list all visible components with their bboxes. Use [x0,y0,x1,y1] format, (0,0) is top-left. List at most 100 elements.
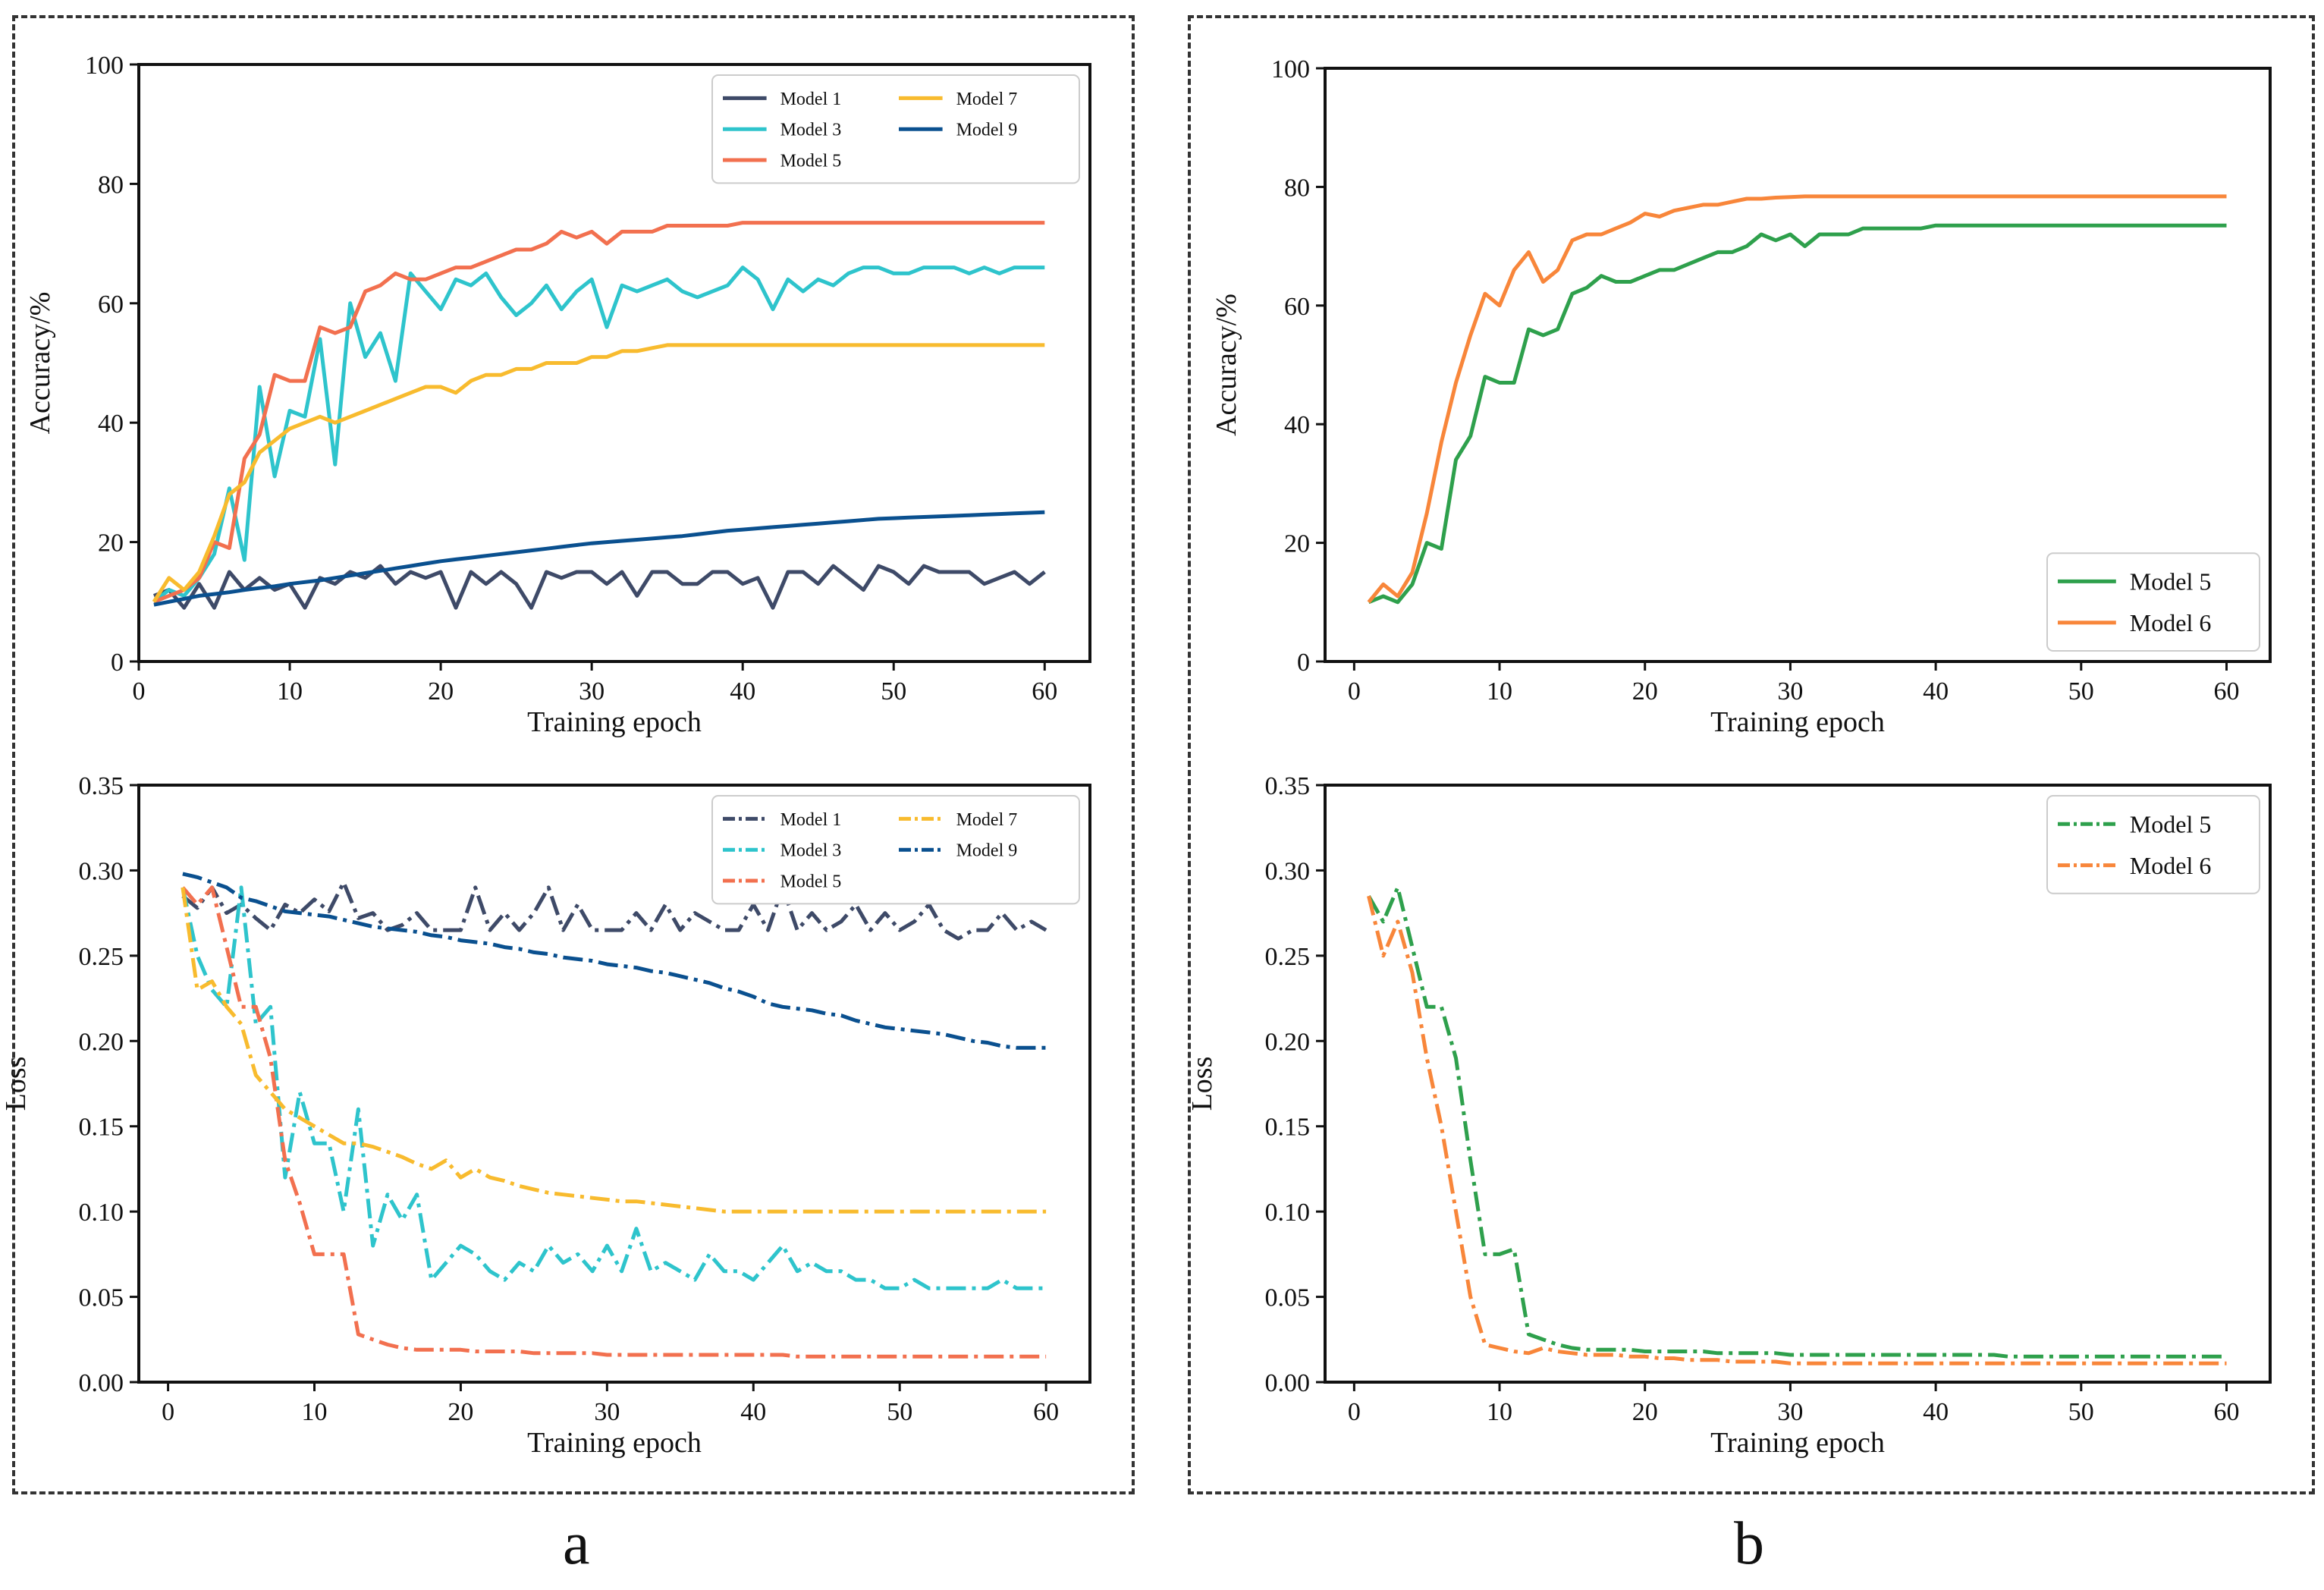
y-tick-label: 0.20 [1265,1028,1311,1056]
y-tick-label: 40 [1284,411,1310,439]
series-line-model-7 [152,343,1045,603]
x-tick-label: 30 [1777,677,1803,705]
series-line-model-6 [1367,895,2227,1365]
x-tick-label: 40 [1923,1398,1949,1426]
y-tick-label: 0.10 [79,1199,124,1227]
series-line-model-6 [1367,194,2227,604]
x-axis-label: Training epoch [527,1427,702,1459]
legend-entry: Model 3 [780,121,842,140]
y-tick-label: 20 [1284,530,1310,558]
x-tick-label: 50 [2068,677,2094,705]
y-tick-label: 0.30 [1265,857,1311,885]
x-tick-label: 0 [1348,1398,1361,1426]
x-tick-label: 0 [1348,677,1361,705]
x-tick-label: 60 [2213,1398,2239,1426]
legend-entry: Model 1 [780,810,842,830]
y-tick-label: 0 [1297,649,1310,677]
legend-entry: Model 6 [2130,609,2212,636]
legend: Model 1 Model 3 Model 5 Model 7 Model 9 [711,795,1080,905]
y-tick-label: 0 [111,649,124,677]
panel-label-a: a [563,1510,590,1577]
series-line-model-1 [181,880,1047,941]
x-tick-label: 0 [162,1398,174,1426]
series-line-model-7 [181,887,1047,1214]
legend: Model 5 Model 6 [2046,795,2260,894]
legend-entry: Model 9 [956,121,1018,140]
plot-frame [1324,784,2272,1384]
series-line-model-3 [181,885,1047,1290]
x-tick-label: 40 [730,677,755,705]
y-tick-label: 0.25 [1265,943,1311,971]
x-tick-label: 40 [1923,677,1949,705]
legend-entry: Model 5 [780,872,842,891]
x-axis-label: Training epoch [1710,1427,1885,1459]
x-tick-label: 60 [2213,677,2239,705]
legend-entry: Model 9 [956,841,1018,861]
series-line-model-5 [1367,885,2227,1359]
plot-frame [1324,67,2272,663]
legend-entry: Model 1 [780,90,842,109]
x-tick-label: 50 [887,1398,912,1426]
x-tick-label: 60 [1033,1398,1059,1426]
plot-frame [137,784,1091,1384]
y-tick-label: 0.05 [79,1284,124,1312]
legend-box [711,795,1080,905]
x-tick-label: 50 [881,677,906,705]
series-line-model-9 [182,872,1047,1050]
x-tick-label: 10 [1487,1398,1512,1426]
series-line-model-5 [181,885,1047,1359]
x-tick-label: 20 [448,1398,473,1426]
x-tick-label: 10 [277,677,303,705]
legend-box [711,74,1080,184]
series-line-model-5 [1368,223,2227,605]
y-tick-label: 0.00 [79,1369,124,1397]
series-line-model-1 [152,564,1046,610]
y-tick-label: 100 [85,52,124,80]
x-tick-label: 20 [428,677,454,705]
y-tick-label: 0.05 [1265,1284,1311,1312]
legend-entry: Model 5 [780,151,842,171]
legend-entry: Model 7 [956,90,1018,109]
legend-box [2046,552,2260,652]
y-tick-label: 0.35 [79,772,124,800]
y-axis-label: Loss [1186,1057,1218,1111]
x-tick-label: 0 [133,677,146,705]
y-axis-label: Loss [0,1057,32,1111]
series-line-model-3 [152,266,1045,604]
y-tick-label: 60 [98,291,124,319]
y-axis-label: Accuracy/% [1211,294,1242,436]
y-tick-label: 0.30 [79,857,124,885]
x-tick-label: 10 [302,1398,328,1426]
legend-entry: Model 5 [2130,568,2212,595]
y-tick-label: 0.10 [1265,1199,1311,1227]
x-tick-label: 40 [740,1398,766,1426]
y-tick-label: 0.20 [79,1028,124,1056]
chart-b-top: 0 10 20 30 40 50 60 0 20 40 60 80 100 Training epoch A… [1211,55,2272,738]
x-tick-label: 60 [1032,677,1057,705]
legend-box [2046,795,2260,894]
chart-a-top: 0 10 20 30 40 50 60 0 20 40 60 80 100 Training epoch A… [24,52,1091,738]
y-tick-label: 80 [98,171,124,199]
x-tick-label: 30 [1777,1398,1803,1426]
x-tick-label: 20 [1632,677,1658,705]
y-tick-label: 0.00 [1265,1369,1311,1397]
series-line-model-5 [152,221,1045,604]
y-axis-label: Accuracy/% [24,292,56,435]
x-tick-label: 20 [1632,1398,1658,1426]
legend: Model 5 Model 6 [2046,552,2260,652]
legend-entry: Model 3 [780,841,842,861]
y-tick-label: 20 [98,529,124,558]
y-tick-label: 100 [1271,55,1310,83]
x-axis-label: Training epoch [1710,706,1885,738]
legend: Model 1 Model 3 Model 5 Model 7 Model 9 [711,74,1080,184]
series-line-model-9 [153,510,1045,607]
y-tick-label: 0.15 [1265,1114,1311,1142]
y-tick-label: 0.35 [1265,772,1311,800]
panel-b-frame [1188,15,2315,1494]
y-tick-label: 0.25 [79,943,124,971]
panel-label-b: b [1734,1510,1764,1577]
y-tick-label: 80 [1284,174,1310,202]
legend-entry: Model 5 [2130,810,2212,837]
legend-entry: Model 6 [2130,852,2212,879]
